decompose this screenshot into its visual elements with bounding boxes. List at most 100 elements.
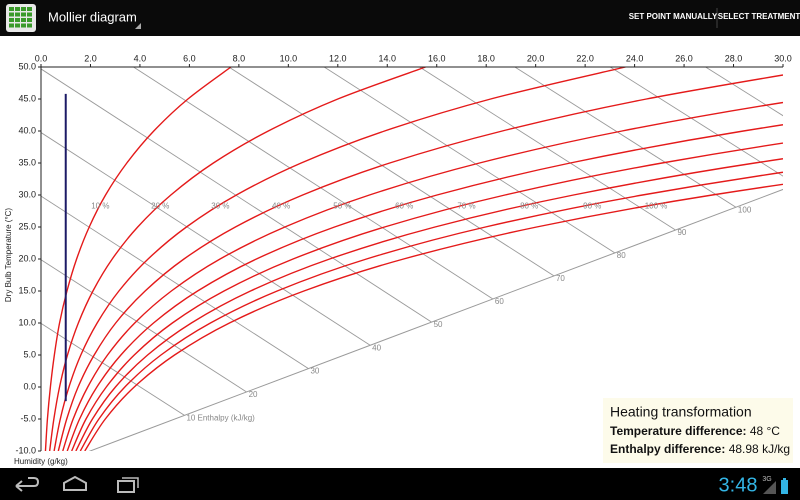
x-tick-label: 26.0 (675, 53, 693, 63)
y-tick-label: 25.0 (18, 221, 36, 231)
enthalpy-line (705, 67, 783, 117)
humidity-label: 30 % (211, 201, 229, 210)
x-tick-label: 12.0 (329, 53, 347, 63)
enthalpy-label: 90 (677, 228, 686, 237)
humidity-curve (79, 171, 783, 451)
home-button[interactable] (63, 475, 87, 491)
enthalpy-line (609, 67, 783, 177)
y-axis-label: Dry Bulb Temperature (°C) (4, 208, 13, 303)
humidity-curve (71, 142, 783, 451)
enthalpy-label: 30 (310, 367, 319, 376)
axes (38, 64, 784, 452)
enthalpy-label: 80 (617, 251, 626, 260)
info-box: Heating transformation Temperature diffe… (603, 398, 793, 463)
humidity-curve (44, 67, 232, 451)
navigation-bar (0, 468, 800, 500)
enthalpy-label: 100 (738, 205, 752, 214)
action-bar (0, 0, 800, 36)
y-tick-label: 0.0 (23, 381, 36, 391)
info-row: Temperature difference: 48 °C (610, 424, 780, 438)
y-tick-label: 35.0 (18, 157, 36, 167)
enthalpy-line (41, 259, 247, 393)
humidity-label: 70 % (457, 201, 475, 210)
enthalpy-line (514, 67, 737, 208)
enthalpy-axis (88, 188, 783, 451)
x-axis-label: Humidity (g/kg) (14, 457, 68, 466)
humidity-curve (62, 101, 783, 451)
humidity-label: 100 % (645, 201, 668, 210)
app-icon[interactable] (6, 4, 36, 32)
x-tick-label: 6.0 (183, 53, 196, 63)
humidity-label: 80 % (520, 201, 538, 210)
spinner-indicator (135, 23, 141, 29)
chart-background (0, 36, 800, 468)
y-tick-label: 20.0 (18, 253, 36, 263)
y-tick-label: 30.0 (18, 189, 36, 199)
x-tick-label: 16.0 (428, 53, 446, 63)
humidity-curve (84, 183, 783, 451)
humidity-curve (57, 74, 783, 451)
enthalpy-line (41, 195, 309, 369)
enthalpy-label: 60 (495, 297, 504, 306)
enthalpy-line (323, 67, 616, 254)
y-tick-label: 50.0 (18, 61, 36, 71)
x-tick-label: 22.0 (576, 53, 594, 63)
app-title[interactable]: Mollier diagram (48, 9, 137, 24)
x-tick-label: 2.0 (84, 53, 97, 63)
info-label: Enthalpy difference: (610, 442, 725, 456)
plot-area (41, 67, 783, 451)
x-tick-label: 20.0 (527, 53, 545, 63)
enthalpy-line (41, 132, 371, 346)
recent-apps-button[interactable] (117, 477, 139, 493)
humidity-label: 10 % (91, 201, 109, 210)
back-button[interactable] (15, 477, 40, 492)
humidity-label: 50 % (333, 201, 351, 210)
x-tick-label: 18.0 (477, 53, 495, 63)
humidity-curve (66, 124, 783, 451)
x-tick-label: 10.0 (280, 53, 298, 63)
x-tick-label: 0.0 (35, 53, 48, 63)
humidity-label: 60 % (395, 201, 413, 210)
enthalpy-line (419, 67, 676, 231)
enthalpy-label: 50 (434, 320, 443, 329)
enthalpy-label: 20 (249, 390, 258, 399)
y-tick-label: 15.0 (18, 285, 36, 295)
y-tick-label: -10.0 (15, 445, 36, 455)
network-type: 3G (762, 476, 771, 483)
info-box-background (603, 398, 793, 463)
humidity-label: 40 % (272, 201, 290, 210)
y-tick-label: 10.0 (18, 317, 36, 327)
x-tick-label: 4.0 (134, 53, 147, 63)
humidity-curve (75, 158, 783, 451)
y-tick-label: 40.0 (18, 125, 36, 135)
info-value: 48.98 kJ/kg (729, 442, 790, 456)
y-tick-label: 45.0 (18, 93, 36, 103)
x-tick-label: 30.0 (774, 53, 792, 63)
x-tick-label: 24.0 (626, 53, 644, 63)
humidity-curve (53, 67, 626, 451)
x-tick-label: 14.0 (379, 53, 397, 63)
enthalpy-label: 40 (372, 343, 381, 352)
humidity-curve (48, 67, 426, 451)
battery-icon (781, 478, 788, 494)
enthalpy-label: 70 (556, 274, 565, 283)
humidity-label: 20 % (151, 201, 169, 210)
info-row: Enthalpy difference: 48.98 kJ/kg (610, 442, 790, 456)
x-tick-label: 28.0 (725, 53, 743, 63)
enthalpy-line (133, 67, 494, 300)
y-tick-label: -5.0 (20, 413, 36, 423)
info-label: Temperature difference: (610, 424, 746, 438)
info-title: Heating transformation (610, 404, 752, 420)
y-tick-label: 5.0 (23, 349, 36, 359)
action-button[interactable]: SET POINT MANUALLY (629, 12, 718, 21)
clock: 3:48 (719, 474, 758, 496)
enthalpy-line (228, 67, 555, 277)
humidity-label: 90 % (583, 201, 601, 210)
info-value: 48 °C (750, 424, 780, 438)
x-tick-label: 8.0 (233, 53, 246, 63)
enthalpy-label: 10 (186, 413, 195, 422)
enthalpy-axis-title: Enthalpy (kJ/kg) (197, 413, 255, 422)
action-button[interactable]: SELECT TREATMENT (718, 12, 800, 21)
signal-icon (763, 481, 776, 494)
